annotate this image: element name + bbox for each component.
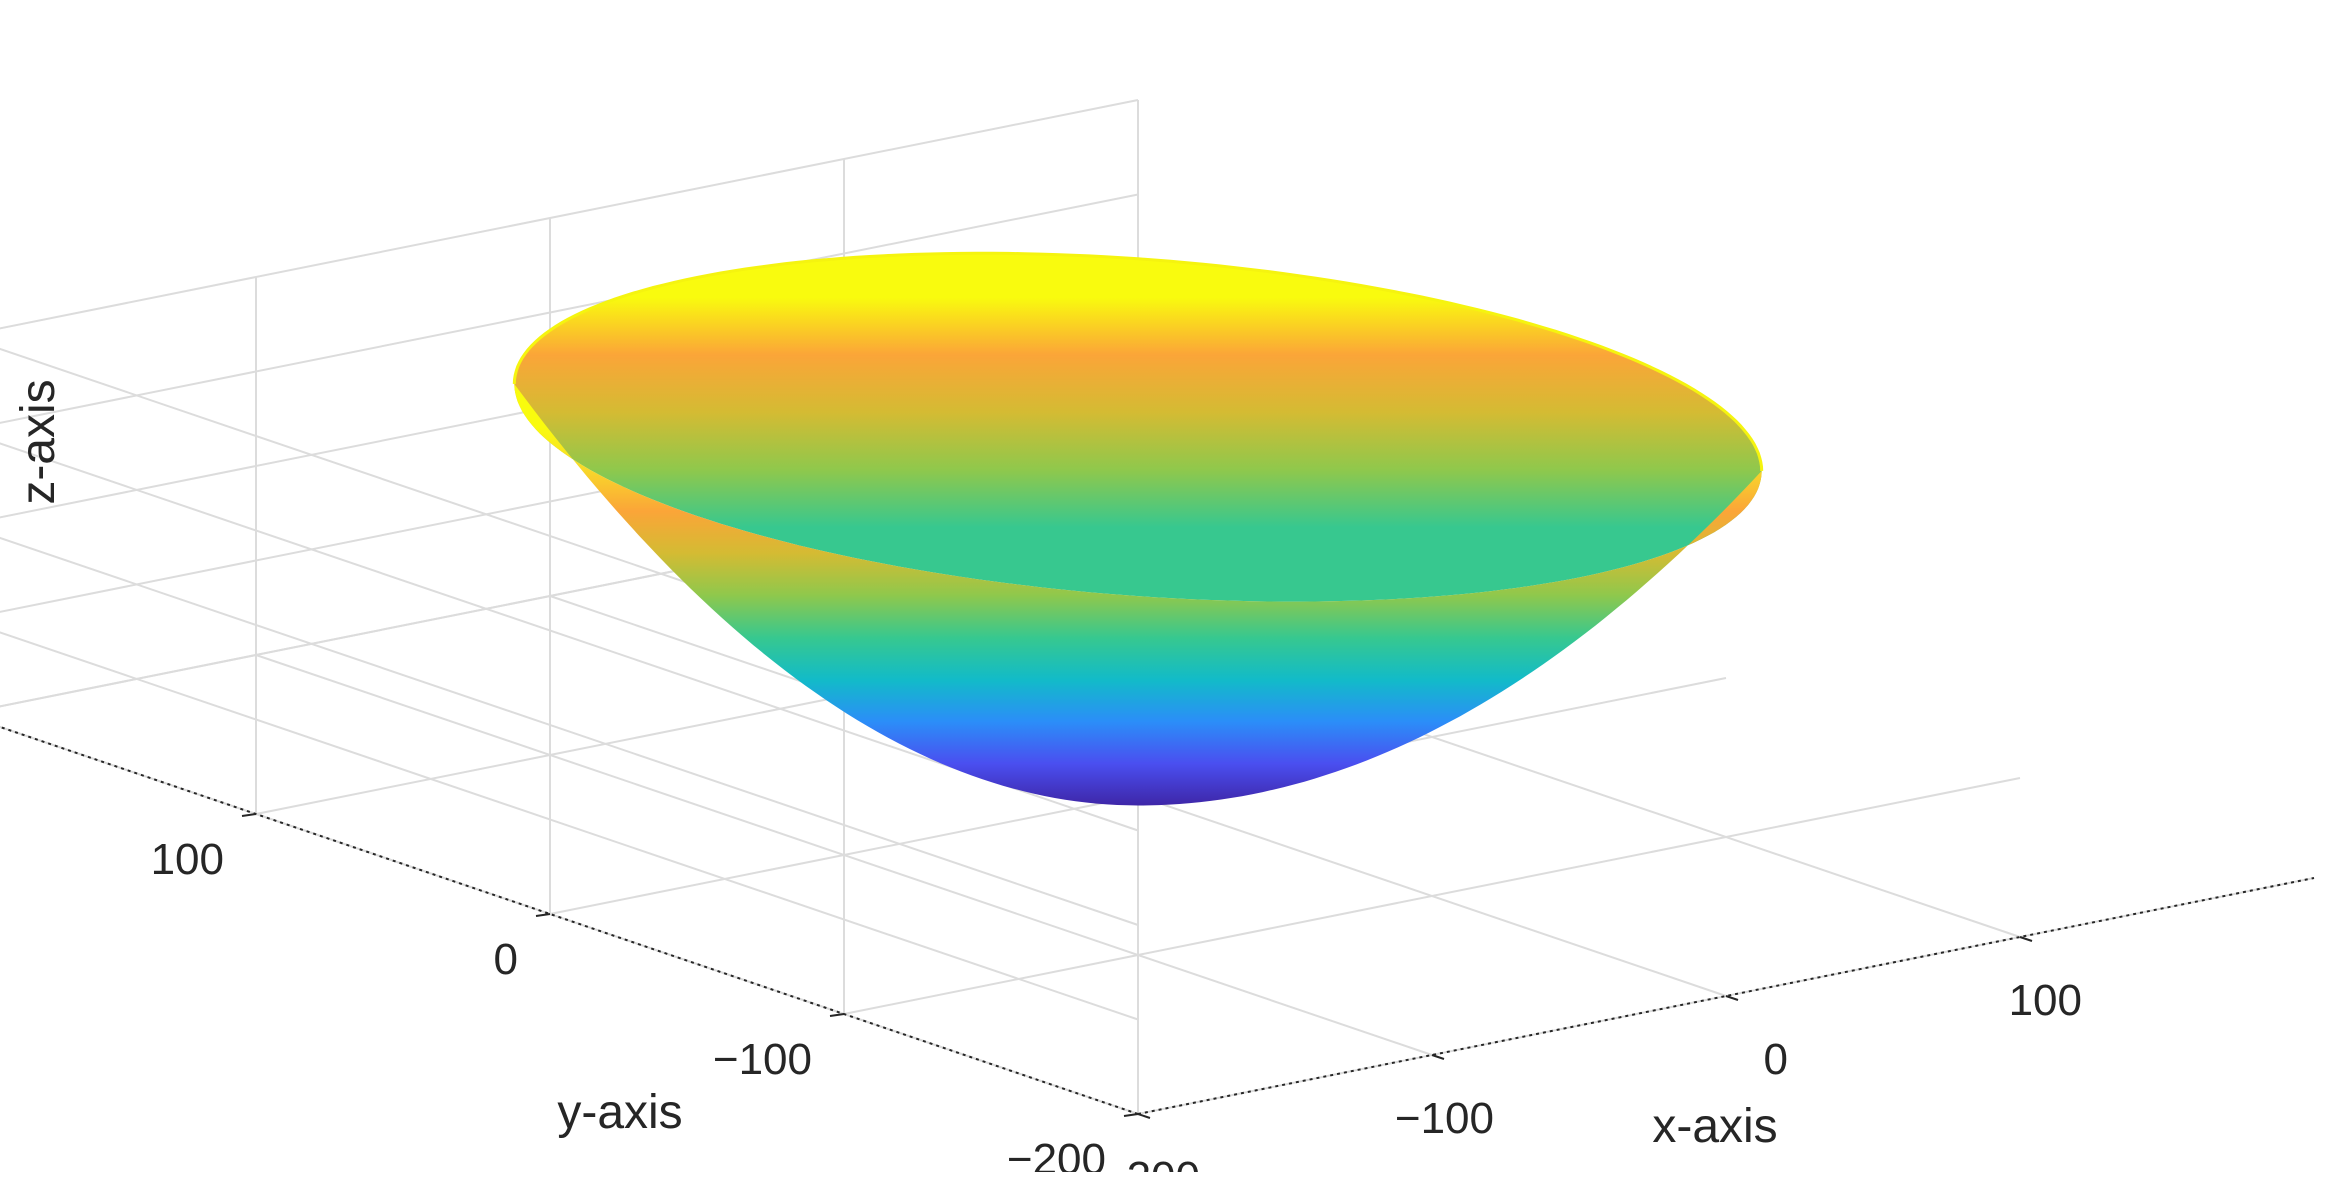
surface-outer-wall bbox=[514, 384, 1762, 806]
x-axis-label: x-axis bbox=[1652, 1100, 1777, 1153]
surface-rim bbox=[512, 251, 1764, 471]
y-tick bbox=[829, 1013, 845, 1017]
y-axis-label: y-axis bbox=[557, 1086, 682, 1139]
y-tick bbox=[241, 813, 257, 817]
x-tick bbox=[1431, 1054, 1445, 1060]
x-tick-label: 0 bbox=[1764, 1035, 1788, 1084]
y-tick bbox=[1123, 1113, 1139, 1117]
x-tick-label: −200 bbox=[1101, 1153, 1200, 1172]
surface-layer bbox=[512, 251, 1764, 806]
y-axis-line bbox=[0, 725, 1139, 1115]
x-tick bbox=[1137, 1113, 1151, 1119]
y-tick-label: −100 bbox=[713, 1035, 812, 1084]
x-tick bbox=[1725, 995, 1739, 1001]
x-tick bbox=[2019, 936, 2033, 942]
x-tick-label: 100 bbox=[2009, 976, 2082, 1025]
axes-layer bbox=[0, 725, 2315, 1119]
x-tick-label: −100 bbox=[1395, 1094, 1494, 1143]
surface-inner-wall bbox=[514, 253, 1762, 602]
z-axis-label: z-axis bbox=[12, 379, 65, 504]
y-tick-label: 0 bbox=[494, 935, 518, 984]
y-gridline bbox=[1137, 736, 2315, 1116]
y-tick-label: −200 bbox=[1007, 1135, 1106, 1172]
y-tick-label: 100 bbox=[151, 835, 224, 884]
y-tick bbox=[535, 913, 551, 917]
